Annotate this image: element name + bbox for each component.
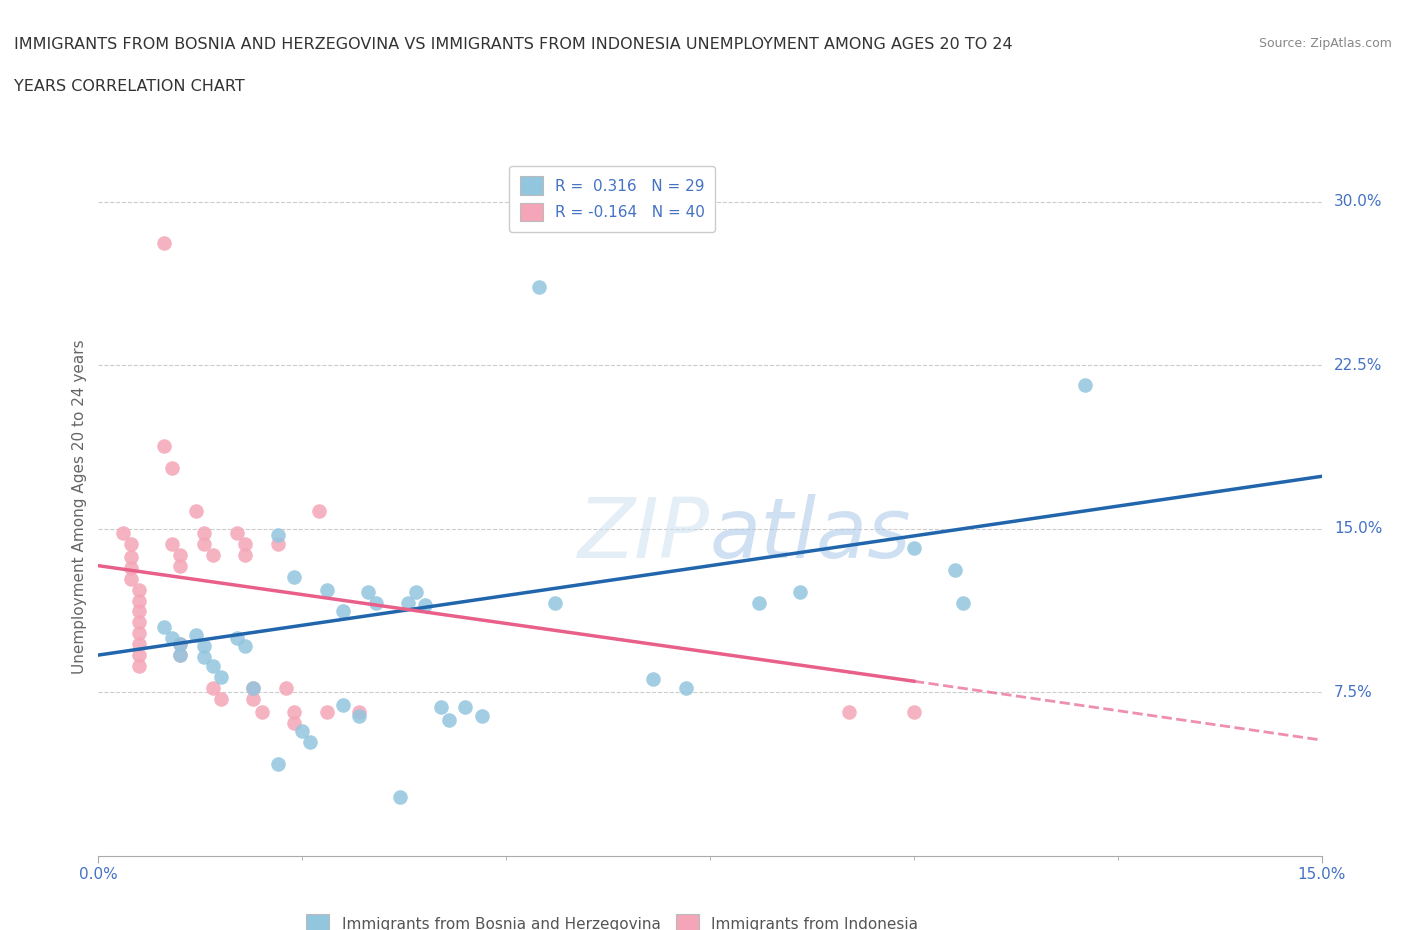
Point <box>226 525 249 540</box>
Point <box>209 670 232 684</box>
Legend: Immigrants from Bosnia and Herzegovina, Immigrants from Indonesia: Immigrants from Bosnia and Herzegovina, … <box>297 905 927 930</box>
Point <box>186 504 208 519</box>
Point <box>128 582 150 597</box>
Point <box>186 628 208 643</box>
Point <box>128 626 150 641</box>
Point <box>903 541 925 556</box>
Point <box>952 595 974 610</box>
Point <box>675 681 697 696</box>
Point <box>233 639 256 654</box>
Text: ZIP: ZIP <box>578 494 710 576</box>
Text: 22.5%: 22.5% <box>1334 358 1382 373</box>
Point <box>308 504 330 519</box>
Text: 30.0%: 30.0% <box>1334 194 1382 209</box>
Point <box>169 647 191 662</box>
Point <box>332 698 354 712</box>
Point <box>315 704 337 719</box>
Point <box>201 681 224 696</box>
Point <box>299 735 322 750</box>
Point <box>454 700 477 715</box>
Point <box>242 681 264 696</box>
Text: 7.5%: 7.5% <box>1334 684 1372 699</box>
Point <box>128 658 150 673</box>
Point <box>291 724 314 738</box>
Point <box>120 561 142 576</box>
Point <box>332 604 354 619</box>
Point <box>838 704 860 719</box>
Point <box>267 527 290 542</box>
Point <box>193 639 215 654</box>
Point <box>160 460 183 475</box>
Point <box>160 537 183 551</box>
Point <box>120 550 142 565</box>
Point <box>169 637 191 652</box>
Point <box>471 709 494 724</box>
Point <box>233 548 256 563</box>
Point <box>364 595 387 610</box>
Point <box>641 671 664 686</box>
Point <box>201 548 224 563</box>
Point <box>193 525 215 540</box>
Point <box>128 604 150 619</box>
Point <box>120 537 142 551</box>
Point <box>160 631 183 645</box>
Point <box>152 619 174 634</box>
Point <box>544 595 567 610</box>
Point <box>250 704 273 719</box>
Point <box>274 681 297 696</box>
Point <box>789 584 811 599</box>
Point <box>283 704 305 719</box>
Point <box>1074 378 1097 392</box>
Point <box>413 597 436 612</box>
Point <box>430 700 453 715</box>
Point <box>389 790 412 804</box>
Point <box>169 558 191 573</box>
Point <box>283 715 305 730</box>
Point <box>943 563 966 578</box>
Text: IMMIGRANTS FROM BOSNIA AND HERZEGOVINA VS IMMIGRANTS FROM INDONESIA UNEMPLOYMENT: IMMIGRANTS FROM BOSNIA AND HERZEGOVINA V… <box>14 37 1012 52</box>
Point <box>283 569 305 584</box>
Point <box>349 704 371 719</box>
Point <box>169 647 191 662</box>
Point <box>349 709 371 724</box>
Point <box>527 279 550 294</box>
Point <box>193 537 215 551</box>
Point <box>128 615 150 630</box>
Point <box>128 637 150 652</box>
Text: 15.0%: 15.0% <box>1334 521 1382 537</box>
Text: Source: ZipAtlas.com: Source: ZipAtlas.com <box>1258 37 1392 50</box>
Text: YEARS CORRELATION CHART: YEARS CORRELATION CHART <box>14 79 245 94</box>
Point <box>169 637 191 652</box>
Point <box>748 595 770 610</box>
Point <box>152 438 174 453</box>
Point <box>267 537 290 551</box>
Point <box>437 713 460 728</box>
Point <box>169 548 191 563</box>
Point <box>128 593 150 608</box>
Point <box>267 757 290 772</box>
Point <box>233 537 256 551</box>
Point <box>242 681 264 696</box>
Point <box>209 691 232 706</box>
Point <box>315 582 337 597</box>
Point <box>128 647 150 662</box>
Point <box>903 704 925 719</box>
Point <box>226 631 249 645</box>
Point <box>152 235 174 250</box>
Point <box>242 691 264 706</box>
Point <box>405 584 427 599</box>
Text: atlas: atlas <box>710 494 911 576</box>
Point <box>396 595 419 610</box>
Point <box>111 525 134 540</box>
Point <box>201 658 224 673</box>
Point <box>193 650 215 665</box>
Point <box>356 584 378 599</box>
Point <box>120 571 142 586</box>
Y-axis label: Unemployment Among Ages 20 to 24 years: Unemployment Among Ages 20 to 24 years <box>72 339 87 674</box>
